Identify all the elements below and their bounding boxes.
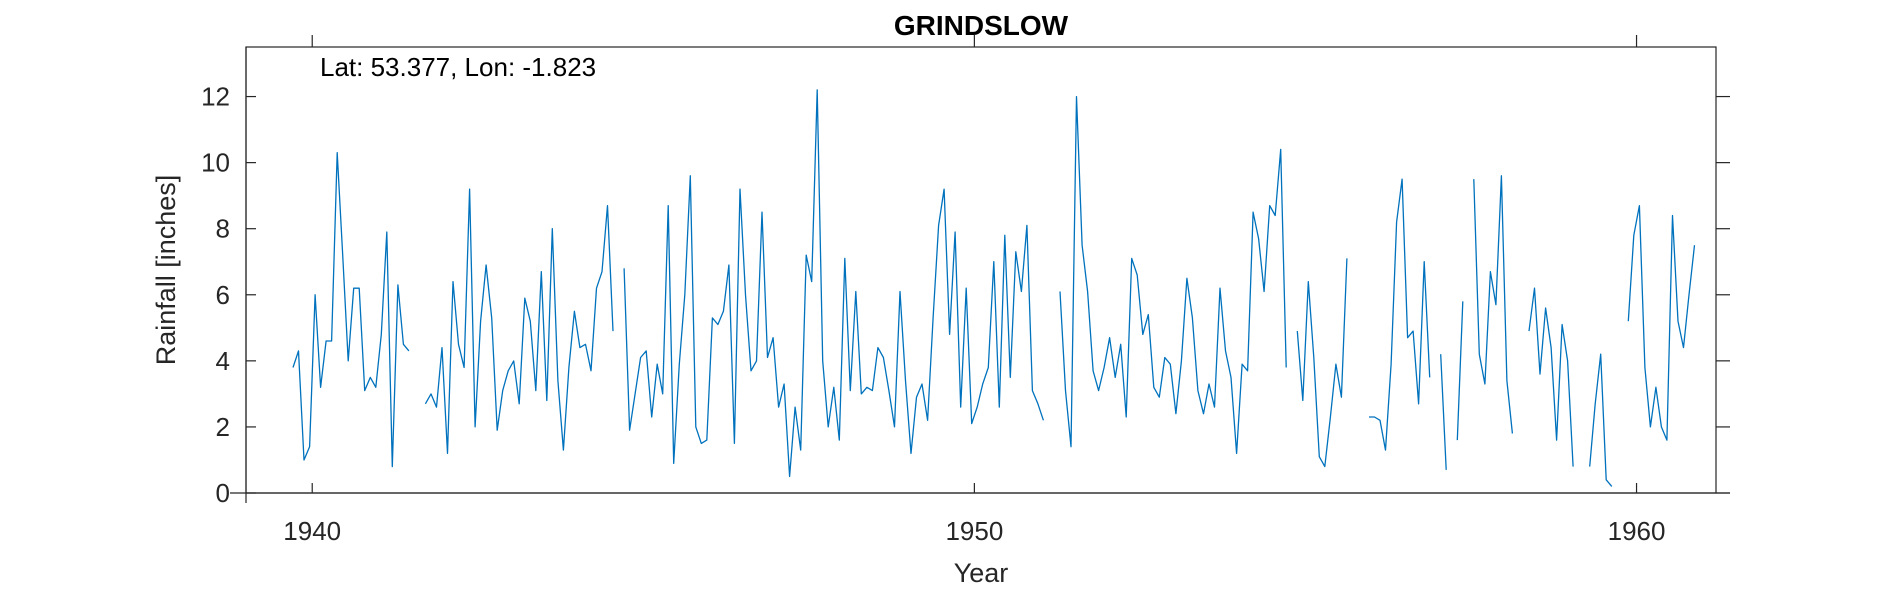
rainfall-series-line [623,89,1045,478]
y-tick-label: 2 [216,412,230,442]
y-axis-label: Rainfall [inches] [151,175,181,366]
chart-title: GRINDSLOW [894,10,1069,41]
x-tick-label: 1950 [945,516,1003,546]
plot-area [246,47,1716,493]
ticks-layer: 0 2 4 6 8 10 12 1940 1950 1960 [201,35,1730,546]
rainfall-series-line [292,152,410,468]
rainfall-series-line [1369,178,1431,451]
rainfall-series-line [1473,175,1514,434]
x-axis-label: Year [954,558,1009,588]
y-tick-label: 6 [216,280,230,310]
y-tick-label: 8 [216,214,230,244]
rainfall-series-line [424,188,614,455]
series-layer [292,89,1696,487]
x-tick-label: 1940 [283,516,341,546]
rainfall-series-line [1440,354,1447,470]
rainfall-series-line [1589,353,1613,487]
rainfall-series-line [1627,204,1696,441]
y-tick-label: 12 [201,82,230,112]
coordinate-annotation: Lat: 53.377, Lon: -1.823 [320,52,596,82]
rainfall-series-line [1059,95,1287,455]
x-tick-label: 1960 [1608,516,1666,546]
y-tick-label: 4 [216,346,230,376]
rainfall-series-line [1528,287,1574,467]
y-tick-label: 0 [216,478,230,508]
rainfall-series-line [1456,301,1464,441]
y-tick-label: 10 [201,148,230,178]
rainfall-series-line [1296,258,1348,468]
